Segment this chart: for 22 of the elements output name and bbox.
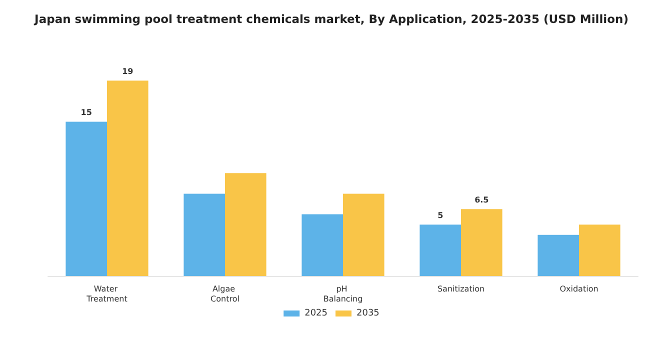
x-tick-label: Algae Control xyxy=(210,284,240,304)
bar xyxy=(66,122,107,276)
bar xyxy=(184,194,225,276)
data-label: 15 xyxy=(80,108,92,118)
bar xyxy=(538,234,579,276)
bar xyxy=(461,209,502,276)
bar xyxy=(225,173,266,276)
legend-label: 2035 xyxy=(356,308,380,318)
bar xyxy=(420,224,461,276)
bar xyxy=(107,80,148,276)
bar xyxy=(302,214,343,276)
bar xyxy=(343,194,384,276)
bar xyxy=(579,224,620,276)
data-label: 5 xyxy=(438,211,444,220)
x-tick-label: Oxidation xyxy=(560,284,598,294)
data-label: 19 xyxy=(122,67,134,76)
data-label: 6.5 xyxy=(474,196,490,205)
legend-label: 2025 xyxy=(304,308,328,318)
x-tick-label: Water Treatment xyxy=(86,284,128,304)
chart-title: Japan swimming pool treatment chemicals market, By Application, 2025-2035 (USD Million) xyxy=(34,12,628,26)
x-tick-label: pH Balancing xyxy=(323,284,363,304)
x-tick-label: Sanitization xyxy=(437,284,485,294)
